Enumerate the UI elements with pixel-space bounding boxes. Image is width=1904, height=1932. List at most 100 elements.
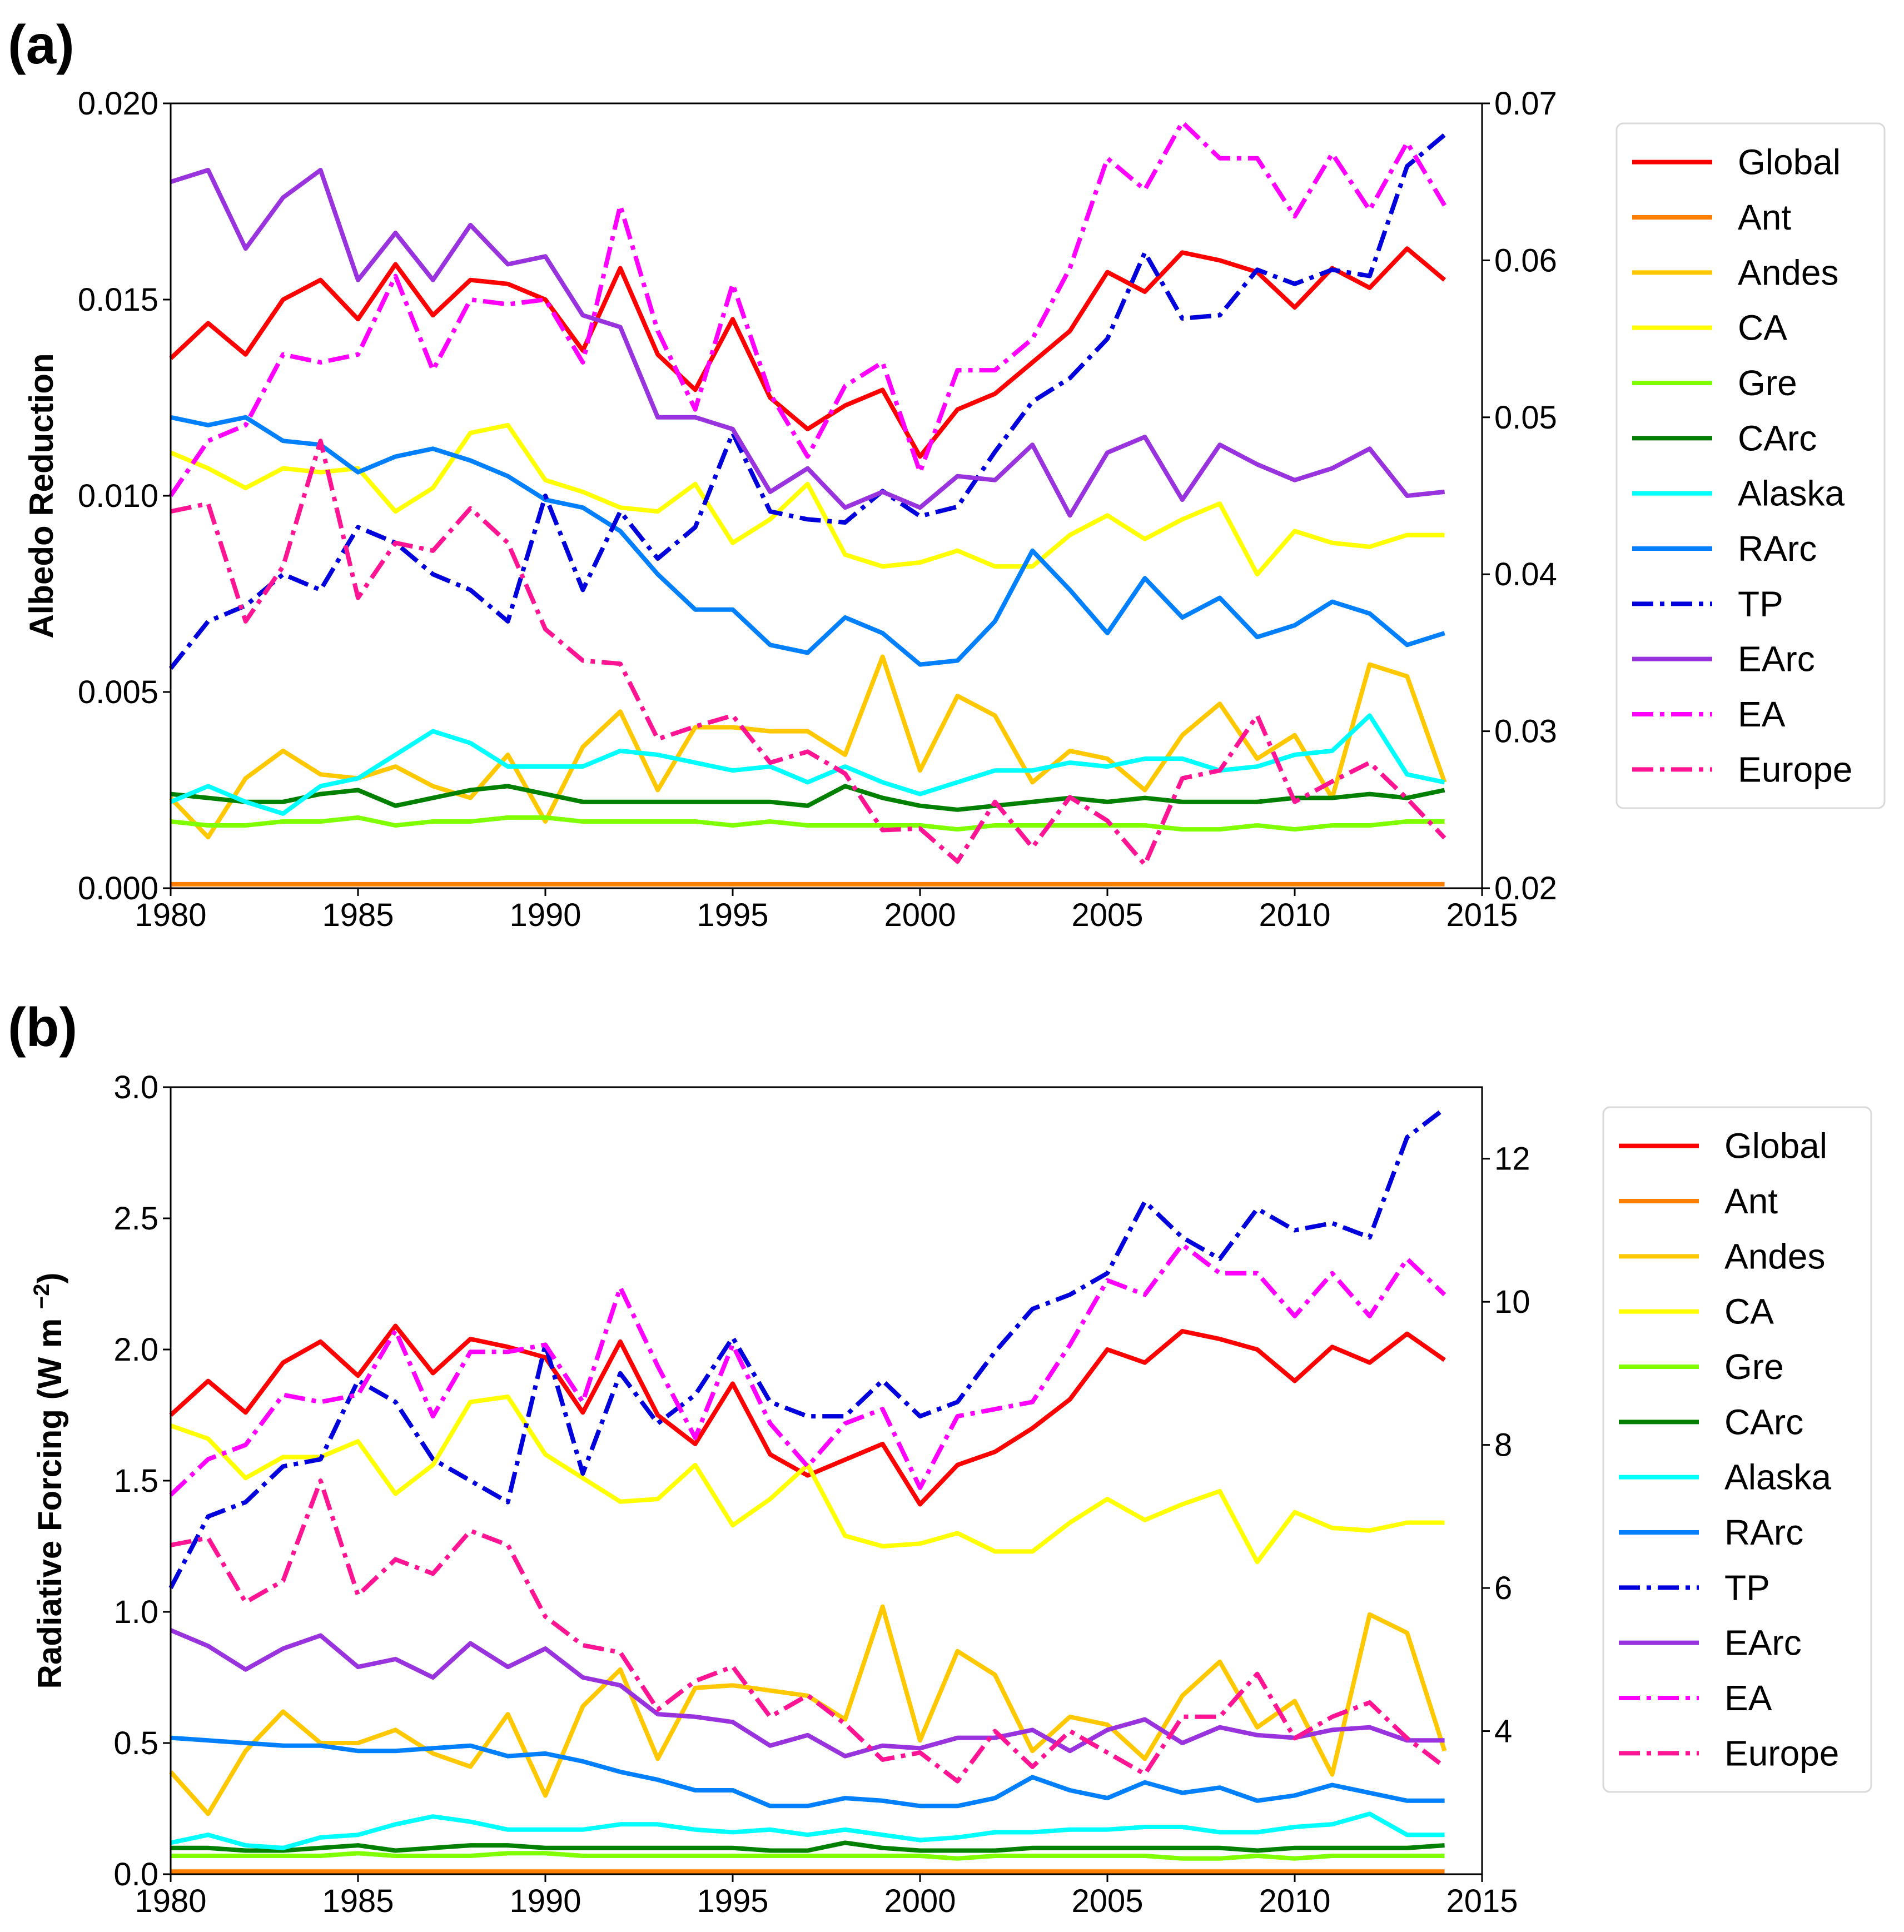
panel-b-legend-label-alaska: Alaska xyxy=(1724,1457,1832,1497)
panel-b-ylabel: Radiative Forcing (W m −2) xyxy=(29,1272,68,1689)
panel-a-legend-box xyxy=(1615,122,1886,809)
panel-b-ylabel-suffix: ) xyxy=(31,1272,68,1283)
panel-b-series-tp xyxy=(168,1107,1446,1589)
panel-b-legend-label-earc: EArc xyxy=(1724,1623,1802,1663)
panel-b-legend-label-ant: Ant xyxy=(1724,1181,1778,1221)
panel-b-legend: Global Ant Andes CA Gre CArc Alaska RArc TP EArc E… xyxy=(1602,1106,1872,1793)
panel-a-legend-label-earc: EArc xyxy=(1738,639,1815,679)
panel-a-series-carc xyxy=(170,784,1445,812)
panel-b-series-carc xyxy=(171,1840,1445,1853)
panel-b-y2tick-label: 12 xyxy=(1494,1141,1530,1177)
panel-b-series-ca xyxy=(170,1395,1445,1565)
panel-b-series-ea xyxy=(169,1242,1446,1497)
panel-b-series-group xyxy=(168,1107,1447,1874)
panel-b-ytick-label: 2.5 xyxy=(113,1201,158,1237)
panel-b-series-europe xyxy=(170,1478,1446,1784)
panel-a-tag: (a) xyxy=(8,14,74,75)
panel-a-xtick-label: 2015 xyxy=(1446,897,1518,933)
panel-b-tag: (b) xyxy=(8,997,78,1058)
panel-b-ytick-label: 3.0 xyxy=(113,1069,158,1106)
panel-b-legend-label-andes: Andes xyxy=(1724,1236,1825,1276)
panel-b-legend-label-rarc: RArc xyxy=(1724,1512,1803,1552)
panel-a-ytick-label: 0.020 xyxy=(78,86,158,122)
panel-a-xtick-label: 1985 xyxy=(322,897,394,933)
panel-b-ytick-label: 1.0 xyxy=(113,1594,158,1630)
panel-b-series-earc xyxy=(170,1628,1445,1759)
panel-a-chart: 1980 1985 1990 1995 2000 2005 2010 2015 0.000 0.0… xyxy=(23,86,1886,933)
panel-a-series-europe xyxy=(170,439,1446,867)
panel-b-legend-label-carc: CArc xyxy=(1724,1402,1803,1442)
panel-b-legend-label-gre: Gre xyxy=(1724,1347,1784,1387)
panel-a-xtick-label: 1990 xyxy=(509,897,581,933)
panel-a-y2tick-label: 0.06 xyxy=(1494,242,1557,278)
panel-a-xtick-label: 2010 xyxy=(1259,897,1330,933)
panel-a-ytick-label: 0.000 xyxy=(78,870,158,907)
panel-b-xtick-label: 1990 xyxy=(509,1883,581,1919)
panel-b-ytick-label: 2.0 xyxy=(113,1332,158,1368)
panel-b-legend-label-global: Global xyxy=(1724,1126,1827,1166)
panel-a-legend-label-gre: Gre xyxy=(1738,363,1797,403)
panel-a-series-tp xyxy=(168,133,1446,670)
panel-a-legend-label-ea: EA xyxy=(1738,694,1786,734)
panel-b-y2tick-label: 10 xyxy=(1494,1284,1530,1320)
panel-a-y2tick-label: 0.04 xyxy=(1494,556,1557,592)
panel-a-ytick-label: 0.010 xyxy=(78,478,158,514)
panel-a-xtick-label: 1995 xyxy=(697,897,768,933)
panel-a-xtick-label: 2000 xyxy=(884,897,956,933)
panel-a-xtick-label: 2005 xyxy=(1071,897,1143,933)
panel-b-series-rarc xyxy=(170,1735,1445,1809)
panel-b-ytick-label: 0.0 xyxy=(113,1856,158,1893)
panel-a-series-alaska xyxy=(170,713,1445,816)
panel-a-series-global xyxy=(169,246,1446,459)
panel-b-xtick-label: 2005 xyxy=(1071,1883,1143,1919)
panel-b-ytick-label: 1.5 xyxy=(113,1463,158,1499)
panel-a-legend-label-andes: Andes xyxy=(1738,252,1838,292)
panel-b-ylabel-exponent: −2 xyxy=(29,1283,54,1309)
panel-a-legend-label-alaska: Alaska xyxy=(1738,474,1845,514)
panel-a-legend-label-carc: CArc xyxy=(1738,418,1817,458)
panel-a-y2tick-label: 0.03 xyxy=(1494,714,1557,750)
panel-a-series-rarc xyxy=(170,415,1445,667)
panel-b-legend-label-tp: TP xyxy=(1724,1567,1770,1607)
panel-a-legend-label-ca: CA xyxy=(1738,308,1787,348)
panel-a-legend: Global Ant Andes CA Gre CArc Alaska RArc TP EArc E… xyxy=(1615,122,1886,809)
panel-a-series-group xyxy=(168,119,1447,887)
panel-b-xtick-label: 2010 xyxy=(1259,1883,1330,1919)
panel-a-series-andes xyxy=(169,654,1447,840)
panel-a-xtick-label: 1980 xyxy=(135,897,206,933)
panel-b-y2tick-label: 8 xyxy=(1494,1427,1512,1463)
panel-a-legend-label-global: Global xyxy=(1738,142,1841,182)
panel-b-xtick-label: 2000 xyxy=(884,1883,956,1919)
panel-a-ytick-label: 0.005 xyxy=(78,674,158,710)
panel-b-xtick-label: 2015 xyxy=(1446,1883,1518,1919)
panel-b-series-alaska xyxy=(170,1811,1445,1850)
panel-a-series-ea xyxy=(168,119,1447,497)
panel-a-ylabel: Albedo Reduction xyxy=(23,353,60,638)
panel-a-series-earc xyxy=(170,168,1445,518)
panel-b-legend-label-ca: CA xyxy=(1724,1292,1774,1332)
panel-b-legend-label-europe: Europe xyxy=(1724,1733,1839,1773)
panel-b-series-gre xyxy=(171,1851,1445,1861)
panel-a-ytick-label: 0.015 xyxy=(78,282,158,318)
panel-b-xtick-label: 1980 xyxy=(135,1883,206,1919)
panel-a-y2tick-label: 0.07 xyxy=(1494,86,1557,122)
panel-b-ytick-label: 0.5 xyxy=(113,1725,158,1761)
panel-a-legend-label-tp: TP xyxy=(1738,584,1783,624)
panel-b-xtick-label: 1985 xyxy=(322,1883,394,1919)
panel-a-legend-label-ant: Ant xyxy=(1738,197,1791,237)
panel-b-y2tick-label: 4 xyxy=(1494,1714,1512,1750)
panel-a-series-ca xyxy=(170,422,1445,577)
panel-a-legend-label-rarc: RArc xyxy=(1738,529,1817,569)
panel-a-series-gre xyxy=(170,815,1445,832)
panel-a-y2tick-label: 0.02 xyxy=(1494,870,1557,907)
panel-b-xtick-label: 1995 xyxy=(697,1883,768,1919)
panel-a-legend-label-europe: Europe xyxy=(1738,749,1852,789)
panel-a-y2tick-label: 0.05 xyxy=(1494,400,1557,436)
panel-b-series-global xyxy=(169,1323,1446,1507)
panel-b-series-andes xyxy=(169,1604,1447,1816)
panel-b-legend-box xyxy=(1602,1106,1872,1793)
panel-b-legend-label-ea: EA xyxy=(1724,1678,1772,1718)
panel-b-chart: 1980 1985 1990 1995 2000 2005 2010 2015 0.0 0.5 1.… xyxy=(29,1069,1872,1919)
panel-b-y2tick-label: 6 xyxy=(1494,1570,1512,1606)
